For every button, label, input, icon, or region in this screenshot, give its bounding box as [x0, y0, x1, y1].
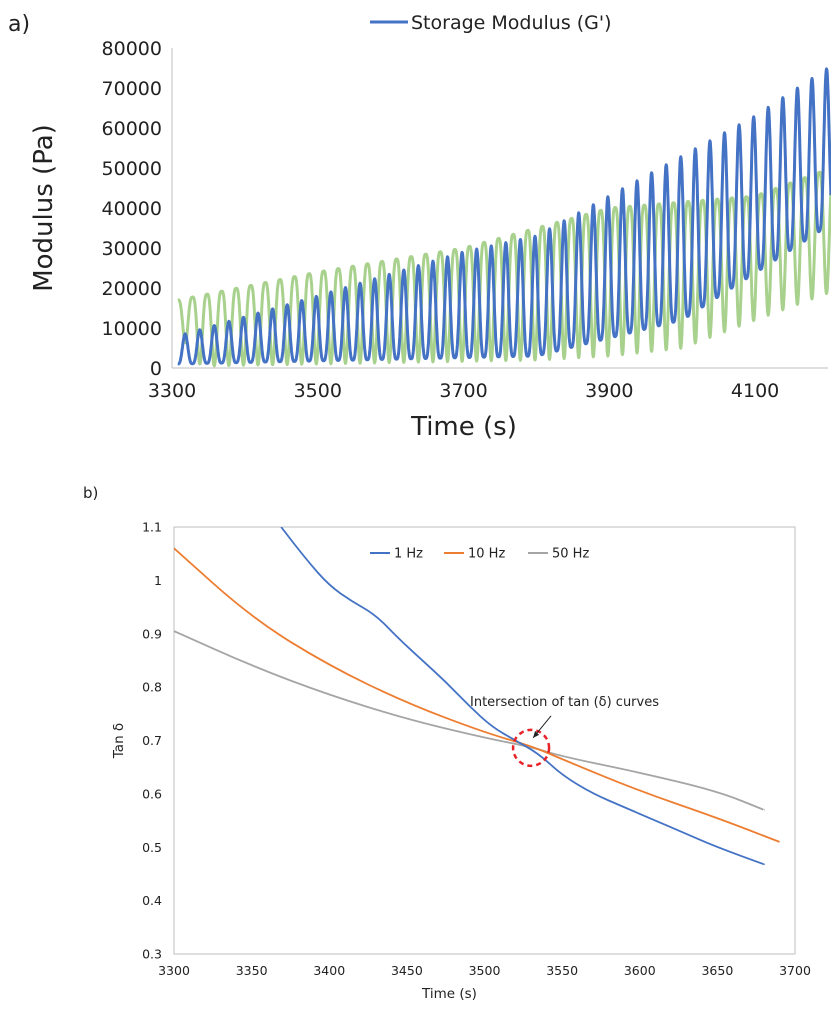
x-tick-label: 3550: [546, 963, 578, 978]
panel-a-label: a): [8, 12, 31, 37]
series-line-1hz: [280, 527, 765, 866]
plot-area: [173, 526, 796, 955]
y-tick-label: 40000: [102, 198, 162, 220]
x-tick-label: 3700: [439, 380, 487, 402]
legend-label-storage: Storage Modulus (G'): [411, 12, 612, 34]
legend-label-50hz: 50 Hz: [552, 547, 589, 562]
x-tick-label: 3400: [313, 963, 345, 978]
x-axis-label: Time (s): [421, 986, 477, 1002]
y-tick-label: 70000: [102, 78, 162, 100]
y-tick-label: 60000: [102, 118, 162, 140]
x-tick-label: 3900: [585, 380, 633, 402]
series-line-50hz: [174, 630, 765, 811]
x-tick-label: 3300: [148, 380, 196, 402]
y-tick-label: 0: [150, 358, 162, 380]
y-tick-label: 20000: [102, 278, 162, 300]
y-tick-label: 0.9: [142, 626, 162, 641]
chart-b: 0.3 0.4 0.5 0.6 0.7 0.8 0.9 1 1.1 3300 3350 3400 345…: [111, 520, 811, 1003]
annotation-arrowhead: [533, 730, 540, 738]
series-line-10hz: [174, 547, 780, 843]
y-tick-label: 50000: [102, 158, 162, 180]
x-tick-label: 3300: [158, 963, 190, 978]
annotation-text: Intersection of tan (δ) curves: [470, 695, 659, 710]
x-tick-label: 3500: [469, 963, 501, 978]
y-tick-label: 0.6: [142, 786, 162, 801]
x-tick-label: 4100: [731, 380, 779, 402]
intersection-highlight-circle: [511, 728, 551, 768]
y-axis-label: Modulus (Pa): [29, 124, 59, 292]
x-tick-label: 3600: [624, 963, 656, 978]
y-tick-label: 0.4: [142, 893, 162, 908]
y-tick-label: 1: [154, 573, 162, 588]
x-tick-label: 3350: [236, 963, 268, 978]
y-tick-label: 10000: [102, 318, 162, 340]
x-tick-label: 3450: [391, 963, 423, 978]
y-tick-label: 0.5: [142, 840, 162, 855]
y-tick-label: 0.8: [142, 680, 162, 695]
y-tick-label: 0.3: [142, 947, 162, 962]
chart-a: 0 10000 20000 30000 40000 50000 60000 70000 8000…: [29, 12, 831, 442]
x-tick-label: 3700: [779, 963, 811, 978]
y-tick-label: 0.7: [142, 733, 162, 748]
legend-label-10hz: 10 Hz: [468, 547, 505, 562]
legend-label-1hz: 1 Hz: [394, 547, 423, 562]
series-loss-modulus: [176, 170, 831, 368]
x-tick-label: 3500: [294, 380, 342, 402]
y-tick-label: 1.1: [142, 520, 162, 535]
y-tick-label: 80000: [102, 38, 162, 60]
series-storage-modulus: [176, 67, 831, 366]
y-tick-label: 30000: [102, 238, 162, 260]
y-axis-label: Tan δ: [111, 723, 127, 759]
x-axis-label: Time (s): [410, 412, 517, 442]
panel-b-label: b): [83, 484, 99, 502]
x-tick-label: 3650: [701, 963, 733, 978]
